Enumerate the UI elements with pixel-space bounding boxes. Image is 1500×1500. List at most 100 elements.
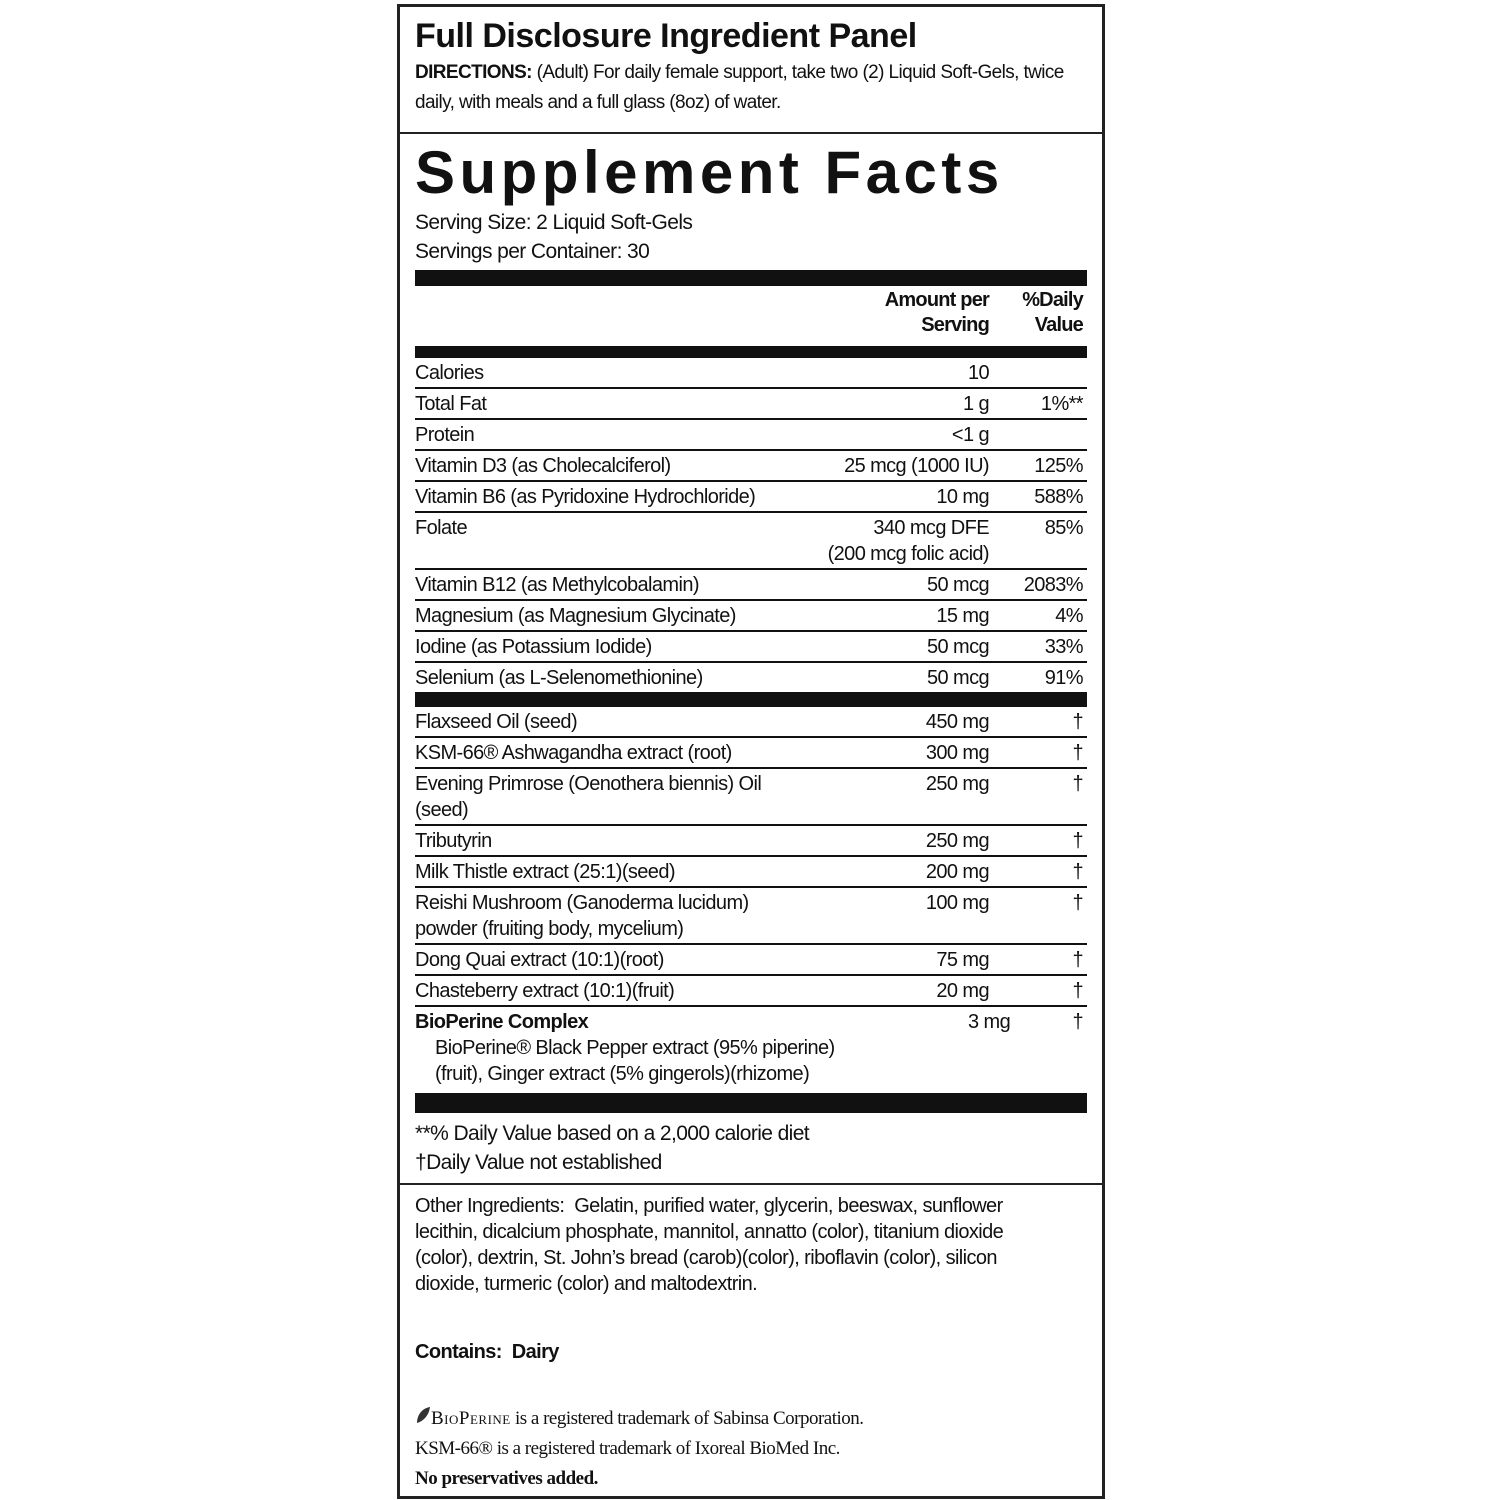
- fact-name: Total Fat: [415, 393, 487, 415]
- fact-dv: 91%: [1044, 667, 1084, 689]
- fact-name: Vitamin D3 (as Cholecalciferol): [415, 455, 671, 477]
- other-ingredients: Other Ingredients: Gelatin, purified wat…: [415, 1193, 1055, 1297]
- nutrient-rows: Calories 10 Total Fat 1 g 1%** Protein <1 g Vit…: [415, 358, 1087, 694]
- fact-name: Protein: [415, 424, 475, 446]
- complex-detail: BioPerine® Black Pepper extract (95% pip…: [435, 1037, 835, 1085]
- complex-row: BioPerine Complex BioPerine® Black Peppe…: [415, 1007, 1087, 1093]
- fact-amount: 250 mg: [925, 773, 990, 795]
- fact-amount: 200 mg: [925, 861, 990, 883]
- fact-dv: 588%: [1034, 486, 1083, 508]
- divider: [400, 132, 1102, 134]
- panel: Full Disclosure Ingredient Panel DIRECTI…: [397, 4, 1105, 1499]
- preservatives: No preservatives added.: [415, 1468, 598, 1489]
- fact-dv: †: [1072, 711, 1083, 733]
- complex-dv: †: [1072, 1011, 1083, 1033]
- panel-title: Full Disclosure Ingredient Panel: [415, 17, 917, 55]
- footnote: **% Daily Value based on a 2,000 calorie…: [415, 1122, 810, 1145]
- fact-name: Flaxseed Oil (seed): [415, 711, 578, 733]
- fact-row: Flaxseed Oil (seed) 450 mg †: [415, 707, 1087, 738]
- fact-amount: 1 g: [962, 393, 990, 415]
- fact-name: Iodine (as Potassium Iodide): [415, 636, 652, 658]
- fact-dv: 33%: [1044, 636, 1084, 658]
- thick-bar: [415, 346, 1087, 358]
- facts-title: Supplement Facts: [415, 139, 1004, 206]
- fact-name: Milk Thistle extract (25:1)(seed): [415, 861, 676, 883]
- fact-name: KSM-66® Ashwagandha extract (root): [415, 742, 732, 764]
- fact-row: Protein <1 g: [415, 420, 1087, 451]
- fact-row: Dong Quai extract (10:1)(root) 75 mg †: [415, 945, 1087, 976]
- fact-amount: <1 g: [951, 424, 990, 446]
- footnotes: **% Daily Value based on a 2,000 calorie…: [415, 1119, 1087, 1177]
- fact-row: Calories 10: [415, 358, 1087, 389]
- fact-amount: 50 mcg: [927, 574, 990, 596]
- fact-dv: 4%: [1055, 605, 1083, 627]
- fact-name: Calories: [415, 362, 484, 384]
- fact-name: Vitamin B12 (as Methylcobalamin): [415, 574, 700, 596]
- fact-row: Iodine (as Potassium Iodide) 50 mcg 33%: [415, 632, 1087, 663]
- fact-row: KSM-66® Ashwagandha extract (root) 300 mg…: [415, 738, 1087, 769]
- fact-row: Total Fat 1 g 1%**: [415, 389, 1087, 420]
- fact-amount: 15 mg: [936, 605, 989, 627]
- contains-text: Dairy: [511, 1341, 560, 1363]
- bioperine-trademark: BioPerine is a registered trademark of S…: [415, 1404, 1087, 1434]
- fact-dv: 125%: [1034, 455, 1083, 477]
- complex-name: BioPerine Complex: [415, 1011, 589, 1033]
- thick-bar: [415, 270, 1087, 286]
- fact-dv: 1%**: [1040, 393, 1084, 415]
- leaf-icon: [417, 1407, 430, 1423]
- fact-row: Evening Primrose (Oenothera biennis) Oil…: [415, 769, 1087, 826]
- fact-amount: 450 mg: [925, 711, 990, 733]
- fact-row: Magnesium (as Magnesium Glycinate) 15 mg 4…: [415, 601, 1087, 632]
- fact-amount: 10: [967, 362, 990, 384]
- fact-amount: 50 mcg: [927, 667, 990, 689]
- fact-row: Reishi Mushroom (Ganoderma lucidum) powd…: [415, 888, 1087, 945]
- fact-amount: 250 mg: [925, 830, 990, 852]
- directions-label: DIRECTIONS:: [415, 62, 533, 83]
- trademarks: BioPerine is a registered trademark of S…: [415, 1404, 1087, 1494]
- other-ingredients-text: Gelatin, purified water, glycerin, beesw…: [415, 1195, 1004, 1295]
- fact-dv: [989, 422, 1087, 448]
- header-amount: Amount per Serving: [884, 289, 990, 336]
- fact-amount: 300 mg: [925, 742, 990, 764]
- contains: Contains: Dairy: [415, 1341, 1087, 1364]
- fact-dv: †: [1072, 861, 1083, 883]
- footnote: †Daily Value not established: [415, 1151, 662, 1174]
- fact-dv: [989, 360, 1087, 386]
- serving-size: Serving Size: 2 Liquid Soft-Gels: [415, 211, 693, 234]
- header-dv: %Daily Value: [1022, 289, 1084, 336]
- complex-cell: BioPerine Complex BioPerine® Black Peppe…: [415, 1009, 855, 1087]
- fact-amount: 50 mcg: [927, 636, 990, 658]
- fact-row: Vitamin B12 (as Methylcobalamin) 50 mcg 20…: [415, 570, 1087, 601]
- fact-dv: †: [1072, 830, 1083, 852]
- fact-dv: †: [1072, 773, 1083, 795]
- fact-row: Vitamin B6 (as Pyridoxine Hydrochloride)…: [415, 482, 1087, 513]
- fact-name: Evening Primrose (Oenothera biennis) Oil…: [415, 773, 762, 821]
- fact-amount: 75 mg: [936, 949, 989, 971]
- bioperine-brand: BioPerine: [431, 1408, 511, 1429]
- fact-row: Milk Thistle extract (25:1)(seed) 200 mg †: [415, 857, 1087, 888]
- other-ingredients-label: Other Ingredients:: [415, 1195, 565, 1217]
- fact-dv: 2083%: [1023, 574, 1084, 596]
- thick-bar: [415, 1093, 1087, 1113]
- fact-row: Tributyrin 250 mg †: [415, 826, 1087, 857]
- directions: DIRECTIONS: (Adult) For daily female sup…: [415, 58, 1065, 118]
- ingredient-rows: Flaxseed Oil (seed) 450 mg † KSM-66® Ashwag…: [415, 707, 1087, 1007]
- fact-dv: †: [1072, 892, 1083, 914]
- thick-bar: [415, 692, 1087, 707]
- supplement-facts: Supplement Facts Serving Size: 2 Liquid …: [400, 138, 1102, 1177]
- fact-name: Selenium (as L-Selenomethionine): [415, 667, 703, 689]
- fact-name: Chasteberry extract (10:1)(fruit): [415, 980, 675, 1002]
- fact-name: Magnesium (as Magnesium Glycinate): [415, 605, 736, 627]
- contains-label: Contains:: [415, 1341, 502, 1363]
- fact-amount: 20 mg: [936, 980, 989, 1002]
- fact-name: Vitamin B6 (as Pyridoxine Hydrochloride): [415, 486, 756, 508]
- fact-name: Reishi Mushroom (Ganoderma lucidum) powd…: [415, 892, 749, 940]
- fact-amount: 25 mcg (1000 IU): [844, 455, 990, 477]
- fact-row: Selenium (as L-Selenomethionine) 50 mcg 91…: [415, 663, 1087, 694]
- fact-dv: †: [1072, 980, 1083, 1002]
- directions-text: (Adult) For daily female support, take t…: [415, 62, 1064, 113]
- fact-amount: 10 mg: [936, 486, 989, 508]
- servings-per-container: Servings per Container: 30: [415, 240, 650, 263]
- complex-amount: 3 mg: [968, 1011, 1011, 1033]
- fact-row: Vitamin D3 (as Cholecalciferol) 25 mcg (1…: [415, 451, 1087, 482]
